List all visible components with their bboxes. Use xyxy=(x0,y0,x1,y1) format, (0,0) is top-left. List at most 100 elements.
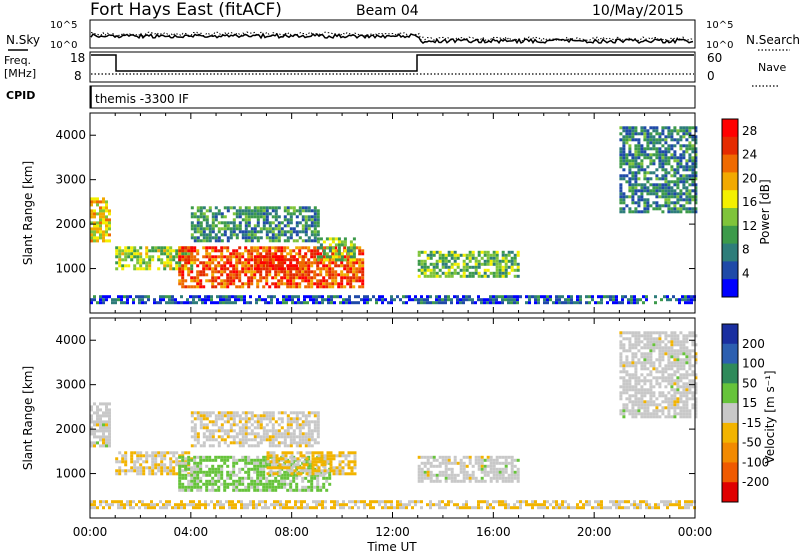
velocity-cell xyxy=(96,420,99,424)
velocity-cell xyxy=(151,454,155,458)
velocity-cell xyxy=(316,435,320,439)
power-cell xyxy=(331,258,335,262)
power-cell xyxy=(435,271,439,275)
velocity-cell xyxy=(507,479,511,483)
velocity-cell xyxy=(658,343,662,347)
power-cell xyxy=(286,212,290,216)
power-cell xyxy=(267,301,270,305)
power-cell xyxy=(217,239,221,243)
velocity-cell xyxy=(348,500,351,504)
velocity-cell xyxy=(691,343,695,347)
velocity-cell xyxy=(634,364,638,368)
velocity-cell xyxy=(118,466,122,470)
power-cell xyxy=(658,150,662,154)
power-cell xyxy=(480,274,484,278)
velocity-cell xyxy=(196,441,200,445)
velocity-cell xyxy=(193,432,197,436)
velocity-cell xyxy=(283,435,287,439)
power-colorbar-tick: 20 xyxy=(742,171,757,185)
power-cell xyxy=(652,207,656,211)
velocity-cell xyxy=(685,412,689,416)
velocity-cell xyxy=(492,464,496,468)
power-cell xyxy=(340,282,344,286)
velocity-cell xyxy=(673,343,677,347)
power-cell xyxy=(214,276,218,280)
velocity-cell xyxy=(196,435,200,439)
velocity-cell xyxy=(619,394,623,398)
power-cell xyxy=(670,210,674,214)
power-cell xyxy=(471,253,475,257)
velocity-cell xyxy=(265,429,269,433)
power-cell xyxy=(667,195,671,199)
power-cell xyxy=(277,236,281,240)
power-cell xyxy=(676,186,680,190)
power-cell xyxy=(619,195,623,199)
power-cell xyxy=(381,301,384,305)
power-cell xyxy=(297,298,300,302)
power-cell xyxy=(199,206,203,210)
power-cell xyxy=(243,301,246,305)
power-cell xyxy=(492,271,496,275)
power-cell xyxy=(358,258,362,262)
power-cell xyxy=(214,246,218,250)
velocity-cell xyxy=(676,364,680,368)
power-cell xyxy=(313,227,317,231)
power-cell xyxy=(217,209,221,213)
velocity-cell xyxy=(670,385,674,389)
velocity-cell xyxy=(655,337,659,341)
velocity-cell xyxy=(477,455,481,459)
velocity-cell xyxy=(90,506,93,510)
power-cell xyxy=(447,253,451,257)
velocity-cell xyxy=(217,470,221,474)
freq-label-line2: [MHz] xyxy=(4,67,36,80)
velocity-cell xyxy=(637,376,641,380)
velocity-cell xyxy=(280,435,284,439)
velocity-cell xyxy=(295,441,299,445)
power-cell xyxy=(361,249,365,253)
power-cell xyxy=(450,253,454,257)
power-cell xyxy=(223,246,227,250)
power-cell xyxy=(313,224,317,228)
velocity-cell xyxy=(316,488,320,492)
power-cell xyxy=(670,156,674,160)
velocity-cell xyxy=(417,500,420,504)
power-cell xyxy=(121,264,125,268)
power-cell xyxy=(187,261,191,265)
velocity-cell xyxy=(311,472,315,476)
power-cell xyxy=(667,132,671,136)
power-cell xyxy=(178,270,182,274)
power-cell xyxy=(313,273,317,277)
power-cell xyxy=(123,295,126,299)
power-cell xyxy=(307,239,311,243)
velocity-cell xyxy=(196,476,200,480)
velocity-cell xyxy=(673,355,677,359)
velocity-cell xyxy=(646,367,650,371)
velocity-cell xyxy=(301,485,305,489)
power-cell xyxy=(643,150,647,154)
power-cell xyxy=(316,240,320,244)
velocity-cell xyxy=(256,455,260,459)
velocity-cell xyxy=(136,469,140,473)
power-cell xyxy=(117,295,120,299)
power-cell xyxy=(90,301,93,305)
power-cell xyxy=(652,129,656,133)
velocity-cell xyxy=(402,506,405,510)
velocity-cell xyxy=(353,463,357,467)
velocity-cell xyxy=(435,479,439,483)
power-cell xyxy=(640,159,644,163)
power-cell xyxy=(196,206,200,210)
power-cell xyxy=(286,258,290,262)
velocity-cell xyxy=(664,367,668,371)
velocity-cell xyxy=(471,506,474,510)
power-cell xyxy=(334,279,338,283)
power-cell xyxy=(625,126,629,130)
velocity-cell xyxy=(634,361,638,365)
power-cell xyxy=(90,203,93,207)
power-cell xyxy=(640,168,644,172)
power-cell xyxy=(289,273,293,277)
velocity-cell xyxy=(136,451,140,455)
power-cell xyxy=(138,298,141,302)
power-cell xyxy=(310,215,314,219)
velocity-cell xyxy=(654,503,657,507)
velocity-cell xyxy=(621,506,624,510)
